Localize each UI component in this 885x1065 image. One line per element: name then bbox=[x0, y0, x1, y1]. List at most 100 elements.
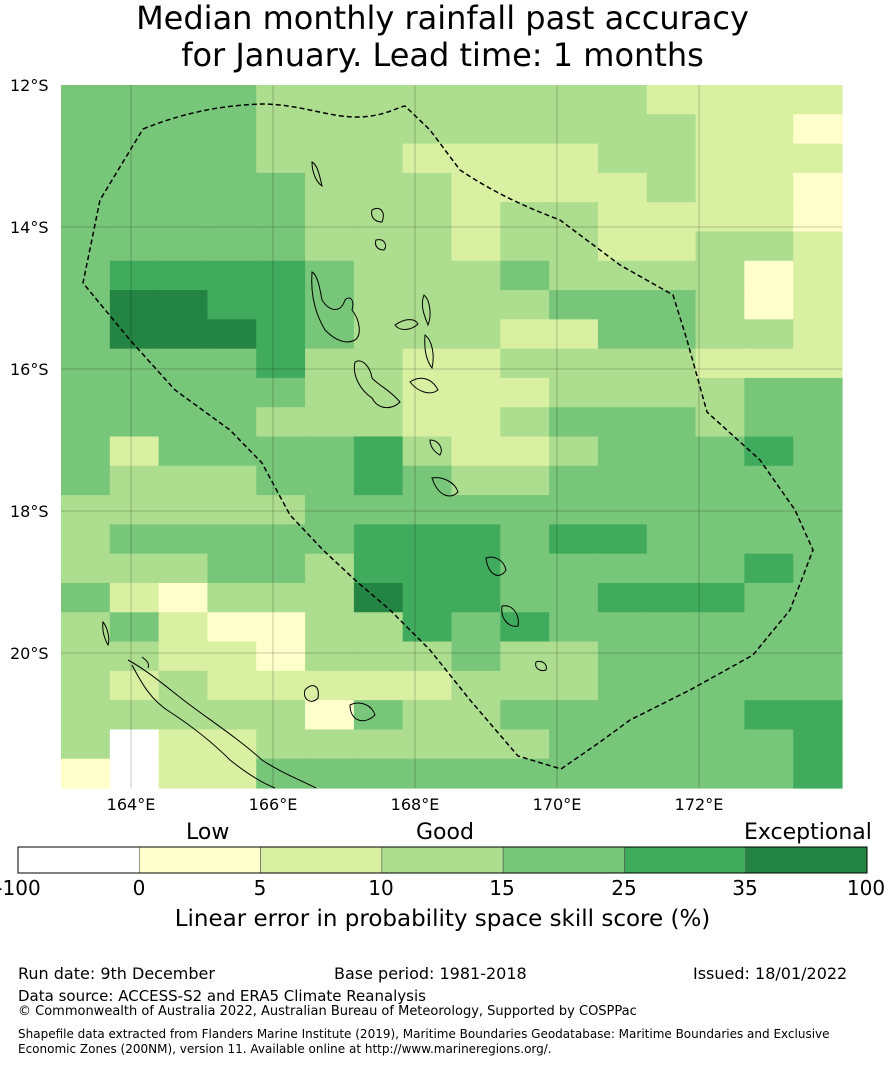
grid-cell bbox=[207, 202, 257, 233]
grid-cell bbox=[646, 377, 697, 408]
data-source: Data source: ACCESS-S2 and ERA5 Climate … bbox=[18, 987, 426, 1005]
grid-cell bbox=[793, 319, 843, 350]
grid-cell bbox=[158, 143, 209, 174]
grid-cell bbox=[549, 612, 599, 643]
grid-cell bbox=[597, 670, 648, 701]
grid-cell bbox=[61, 290, 111, 320]
grid-cell bbox=[646, 758, 697, 789]
grid-cell bbox=[793, 231, 843, 262]
grid-cell bbox=[61, 670, 111, 701]
grid-cell bbox=[256, 670, 306, 701]
grid-cell bbox=[597, 377, 648, 408]
grid-cell bbox=[109, 85, 160, 115]
grid-cell bbox=[549, 729, 599, 760]
grid-cell bbox=[451, 758, 501, 789]
grid-cell bbox=[305, 114, 355, 145]
grid-cell bbox=[597, 524, 648, 555]
grid-cell bbox=[353, 319, 404, 350]
grid-cell bbox=[207, 495, 257, 525]
cb-tick: 15 bbox=[489, 876, 515, 900]
grid-cell bbox=[305, 641, 355, 672]
grid-cell bbox=[158, 582, 209, 613]
grid-cell bbox=[353, 202, 404, 233]
grid-cell bbox=[793, 612, 843, 643]
grid-cell bbox=[549, 465, 599, 496]
grid-cell bbox=[646, 407, 697, 438]
grid-cell bbox=[549, 670, 599, 701]
grid-cell bbox=[109, 202, 160, 233]
grid-cell bbox=[695, 758, 745, 789]
grid-cell bbox=[451, 582, 501, 613]
grid-cell bbox=[158, 231, 209, 262]
grid-cell bbox=[744, 641, 794, 672]
grid-cell bbox=[61, 495, 111, 525]
grid-cell bbox=[158, 85, 209, 115]
grid-cell bbox=[744, 407, 794, 438]
grid-cell bbox=[500, 202, 550, 233]
grid-cell bbox=[207, 260, 257, 291]
grid-cell bbox=[597, 407, 648, 438]
grid-cell bbox=[305, 290, 355, 320]
grid-cell bbox=[597, 729, 648, 760]
grid-cell bbox=[109, 758, 160, 789]
grid-cell bbox=[646, 729, 697, 760]
grid-cell bbox=[451, 85, 501, 115]
grid-cell bbox=[305, 143, 355, 174]
grid-cell bbox=[207, 172, 257, 203]
grid-cell bbox=[305, 758, 355, 789]
grid-cell bbox=[305, 377, 355, 408]
grid-cell bbox=[695, 85, 745, 115]
grid-cell bbox=[207, 553, 257, 584]
coastlines bbox=[102, 161, 547, 789]
grid-cell bbox=[744, 231, 794, 262]
grid-cell bbox=[744, 700, 794, 731]
grid-cell bbox=[109, 260, 160, 291]
grid-cell bbox=[402, 260, 453, 291]
grid-cell bbox=[207, 582, 257, 613]
lat-tick-18s: 18°S bbox=[10, 502, 49, 521]
grid-cell bbox=[549, 377, 599, 408]
grid-cell bbox=[744, 143, 794, 174]
grid-cell bbox=[402, 465, 453, 496]
grid-cell bbox=[451, 465, 501, 496]
grid-cell bbox=[305, 700, 355, 731]
grid-cell bbox=[695, 465, 745, 496]
grid-cell bbox=[61, 700, 111, 731]
lon-tick-168e: 168°E bbox=[390, 795, 440, 814]
colorbar-swatch bbox=[502, 846, 625, 874]
grid-cell bbox=[793, 202, 843, 233]
grid-cell bbox=[402, 143, 453, 174]
colorbar-swatch bbox=[381, 846, 504, 874]
grid-cell bbox=[353, 377, 404, 408]
grid-cell bbox=[451, 436, 501, 467]
grid-cell bbox=[793, 407, 843, 438]
grid-cell bbox=[207, 348, 257, 379]
grid-cell bbox=[451, 114, 501, 145]
grid-cell bbox=[793, 260, 843, 291]
grid-cell bbox=[158, 553, 209, 584]
grid-cell bbox=[109, 641, 160, 672]
grid-cell bbox=[109, 407, 160, 438]
grid-cell bbox=[353, 670, 404, 701]
grid-cell bbox=[549, 641, 599, 672]
grid-cell bbox=[695, 260, 745, 291]
grid-cell bbox=[256, 231, 306, 262]
shapefile-credit: Shapefile data extracted from Flanders M… bbox=[18, 1027, 830, 1056]
grid-cell bbox=[305, 524, 355, 555]
grid-cell bbox=[256, 553, 306, 584]
grid-cell bbox=[646, 582, 697, 613]
grid-cell bbox=[353, 348, 404, 379]
grid-cell bbox=[744, 114, 794, 145]
grid-cell bbox=[256, 700, 306, 731]
grid-cell bbox=[500, 524, 550, 555]
grid-cell bbox=[109, 290, 160, 320]
grid-cell bbox=[256, 465, 306, 496]
grid-cell bbox=[500, 290, 550, 320]
issued-date: Issued: 18/01/2022 bbox=[693, 964, 848, 983]
grid-cell bbox=[158, 670, 209, 701]
grid-cell bbox=[695, 495, 745, 525]
grid-cell bbox=[353, 114, 404, 145]
grid-cell bbox=[793, 465, 843, 496]
grid-cell bbox=[500, 348, 550, 379]
category-low: Low bbox=[186, 820, 230, 845]
